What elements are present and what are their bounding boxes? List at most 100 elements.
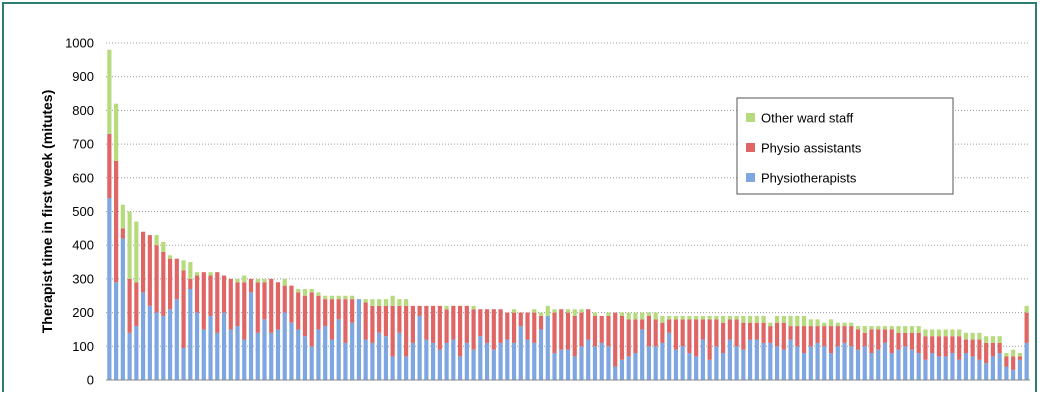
bar-segment [302,336,308,380]
bar-segment [444,309,449,343]
bar-segment [957,329,962,337]
legend: Other ward staff Physio assistants Physiot… [736,97,954,195]
bar-segment [235,282,240,327]
bar-segment [471,305,476,310]
bar-segment [970,356,975,380]
bar-segment [835,346,840,380]
bar-segment [458,305,463,357]
bar-segment [484,309,490,343]
bar-segment [262,282,267,320]
bar-segment [633,353,638,380]
bar-segment [795,315,800,327]
bar-segment [741,315,746,323]
bar-segment [302,289,308,296]
bar-segment [869,326,874,330]
bar-segment [882,342,888,380]
bar-segment [451,339,456,380]
bar-segment [1017,356,1022,360]
bar-segment [680,315,685,320]
bar-segment [781,349,786,380]
bar-segment [538,329,544,380]
bar-segment [869,329,874,354]
bar-segment [714,315,719,320]
bar-segment [619,359,625,380]
bar-segment [107,133,112,199]
bar-segment [147,305,152,380]
bar-segment [255,332,260,380]
bar-segment [316,295,321,330]
bar-segment [957,359,962,380]
bar-segment [167,309,173,380]
bar-segment [559,309,564,350]
bar-segment [828,326,834,354]
bar-segment [545,315,550,380]
bar-segment [801,326,807,354]
bar-segment [505,339,510,380]
bar-segment [181,270,186,348]
bar-segment [977,332,982,340]
bar-segment [383,305,388,337]
bar-segment [390,356,395,380]
bar-segment [1011,349,1016,357]
bar-segment [390,305,395,357]
bar-segment [444,305,449,310]
bar-segment [201,272,206,330]
bar-segment [363,299,368,303]
bar-segment [141,292,146,380]
bar-segment [774,315,780,323]
bar-segment [808,319,813,327]
bar-segment [734,315,739,320]
bar-segment [471,309,476,350]
bar-segment [646,315,652,347]
bar-segment [977,359,982,380]
bar-segment [700,339,705,380]
bar-segment [727,339,732,380]
bar-segment [842,342,847,380]
bar-segment [653,312,658,320]
bar-segment [721,353,726,380]
bar-segment [667,315,672,320]
bar-segment [404,299,409,306]
bar-segment [363,302,368,340]
bar-segment [424,305,429,340]
bar-segment [161,251,166,316]
bar-segment [147,235,152,306]
bar-segment [707,315,712,320]
bar-segment [1004,356,1009,367]
bar-segment [835,322,840,327]
bar-segment [970,339,975,357]
bar-segment [572,315,577,357]
bar-segment [114,282,119,380]
bar-segment [114,103,119,161]
bar-segment [167,258,173,310]
bar-segment [950,336,955,354]
bar-segment [963,353,969,380]
bar-segment [370,305,375,343]
y-tick-label: 700 [72,137,94,152]
bar-segment [815,342,820,380]
bar-segment [296,329,301,380]
bar-segment [909,349,915,380]
bar-segment [889,326,894,330]
bar-segment [896,332,901,350]
bar-segment [498,309,503,343]
bar-segment [936,329,942,337]
bar-segment [120,238,125,380]
bar-segment [633,319,638,354]
bar-segment [909,326,915,333]
bar-segment [269,332,274,380]
bar-segment [626,312,631,320]
bar-segment [855,349,861,380]
bar-segment [808,346,813,380]
bar-segment [208,272,213,276]
bar-segment [606,315,611,347]
bar-segment [316,329,321,380]
bar-segment [188,262,193,279]
bar-segment [377,305,382,333]
bar-segment [963,332,969,340]
bar-segment [876,329,881,350]
bar-segment [194,312,200,380]
bar-segment [694,315,699,320]
y-tick-label: 200 [72,305,94,320]
bar-segment [592,315,598,347]
